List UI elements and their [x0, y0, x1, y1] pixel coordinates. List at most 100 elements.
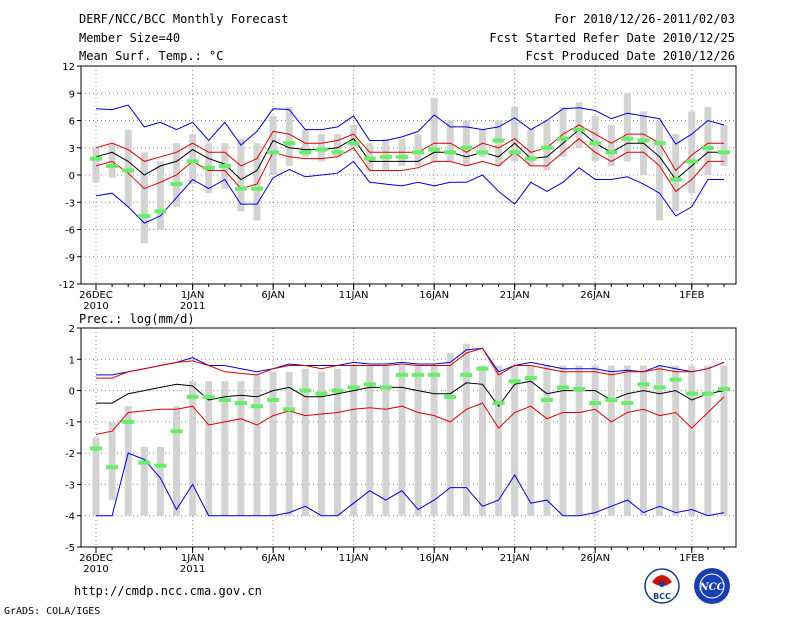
- temp-xtick-label: 6JAN: [261, 290, 284, 301]
- prec-median-marker: [299, 388, 312, 393]
- prec-spread-bar: [414, 365, 422, 516]
- prec-spread-bar: [575, 365, 583, 516]
- temp-median-marker: [202, 165, 215, 170]
- temp-spread-bar: [124, 129, 132, 207]
- prec-spread-bar: [495, 365, 503, 516]
- source-url[interactable]: http://cmdp.ncc.cma.gov.cn: [74, 584, 262, 598]
- temp-upper-line: [95, 124, 724, 172]
- temp-spread-bar: [623, 93, 631, 162]
- prec-median-marker: [267, 397, 280, 402]
- prec-median-marker: [363, 382, 376, 387]
- prec-spread-bar: [140, 446, 148, 516]
- temp-spread-bar: [656, 120, 664, 221]
- prec-spread-bar: [623, 365, 631, 516]
- prec-median-marker: [718, 387, 730, 392]
- temp-spread-bar: [511, 106, 519, 162]
- prec-median-marker: [653, 385, 666, 390]
- prec-ytick-label: -5: [65, 543, 75, 554]
- prec-spread-bar: [720, 365, 728, 516]
- temp-ytick-label: -6: [65, 226, 75, 237]
- temp-xtick-year: 2011: [180, 301, 205, 312]
- temp-median-marker: [299, 150, 312, 155]
- temp-spread-bar: [382, 138, 390, 171]
- prec-spread-bar: [317, 371, 325, 516]
- prec-median-marker: [283, 407, 296, 412]
- figure-title: DERF/NCC/BCC Monthly Forecast: [79, 12, 289, 26]
- prec-median-marker: [234, 401, 247, 406]
- temp-median-marker: [412, 150, 425, 155]
- prec-median-marker: [251, 404, 264, 409]
- temp-panel-title: Mean Surf. Temp.: °C: [79, 49, 224, 63]
- temp-median-marker: [218, 163, 231, 168]
- temp-spread-bar: [140, 152, 148, 244]
- temp-median-marker: [267, 150, 280, 155]
- prec-lower-line: [95, 396, 725, 435]
- temp-ytick-label: 9: [69, 89, 75, 100]
- temp-median-marker: [234, 186, 247, 191]
- prec-median-marker: [637, 382, 650, 387]
- temp-spread-bar: [156, 161, 164, 230]
- temp-median-marker: [331, 150, 344, 155]
- prec-ytick-label: -3: [65, 480, 75, 491]
- temp-median-marker: [122, 168, 135, 173]
- temp-median-marker: [621, 136, 634, 141]
- prec-xtick-label: 1JAN: [181, 553, 204, 564]
- temp-median-marker: [154, 209, 167, 214]
- temp-median-marker: [637, 138, 650, 143]
- forecast-period-label: For 2010/12/26-2011/02/03: [554, 12, 735, 26]
- temp-median-marker: [138, 213, 151, 218]
- temp-spread-bar: [269, 115, 277, 175]
- temp-ytick-label: 0: [69, 171, 75, 182]
- temp-median-marker: [460, 145, 473, 150]
- prec-median-marker: [106, 465, 119, 470]
- prec-spread-bar: [704, 365, 712, 516]
- temp-median-marker: [251, 186, 264, 191]
- prec-plot-frame: [80, 327, 737, 548]
- prec-median-marker: [170, 429, 183, 434]
- temp-ensemble-mean-line: [95, 128, 724, 181]
- temp-spread-bar: [253, 143, 261, 221]
- temp-median-marker: [653, 141, 666, 146]
- prec-median-marker: [460, 372, 473, 377]
- prec-spread-bar: [285, 371, 293, 516]
- temp-median-marker: [605, 150, 618, 155]
- prec-max-line: [96, 347, 725, 376]
- temp-spread-bar: [591, 115, 599, 162]
- prec-ensemble-mean-line: [96, 380, 725, 408]
- prec-spread-bar: [672, 365, 680, 516]
- temp-median-marker: [363, 156, 376, 161]
- temp-median-marker: [556, 136, 569, 141]
- temp-spread-bar: [720, 125, 728, 166]
- prec-xtick-label: 1FEB: [679, 553, 704, 564]
- prec-spread-bar: [446, 353, 454, 516]
- ncc-logo: NCC: [694, 568, 730, 604]
- prec-median-marker: [186, 394, 199, 399]
- prec-spread-bar: [462, 343, 470, 516]
- prec-spread-bar: [656, 365, 664, 516]
- temp-xtick-label: 26DEC: [79, 290, 113, 301]
- temp-median-marker: [170, 182, 183, 187]
- prec-spread-bar: [543, 365, 551, 516]
- temp-spread-bar: [527, 129, 535, 166]
- temp-median-marker: [428, 147, 441, 152]
- prec-xtick-label: 26DEC: [79, 553, 113, 564]
- temp-xtick-label: 21JAN: [500, 290, 530, 301]
- prec-xtick-label: 21JAN: [500, 553, 530, 564]
- prec-spread-bar: [607, 365, 615, 516]
- prec-median-marker: [315, 391, 328, 396]
- precip-panel-title: Prec.: log(mm/d): [79, 312, 195, 326]
- prec-median-marker: [669, 377, 682, 382]
- temp-spread-bar: [607, 125, 615, 166]
- temp-median-marker: [524, 156, 537, 161]
- prec-median-marker: [685, 391, 698, 396]
- prec-median-marker: [492, 401, 505, 406]
- temp-spread-bar: [430, 97, 438, 162]
- temp-max-line: [95, 104, 725, 146]
- prec-median-marker: [428, 372, 441, 377]
- grads-credit: GrADS: COLA/IGES: [4, 606, 100, 617]
- temp-spread-bar: [189, 134, 197, 185]
- prec-median-marker: [556, 385, 569, 390]
- temp-spread-bar: [559, 106, 567, 157]
